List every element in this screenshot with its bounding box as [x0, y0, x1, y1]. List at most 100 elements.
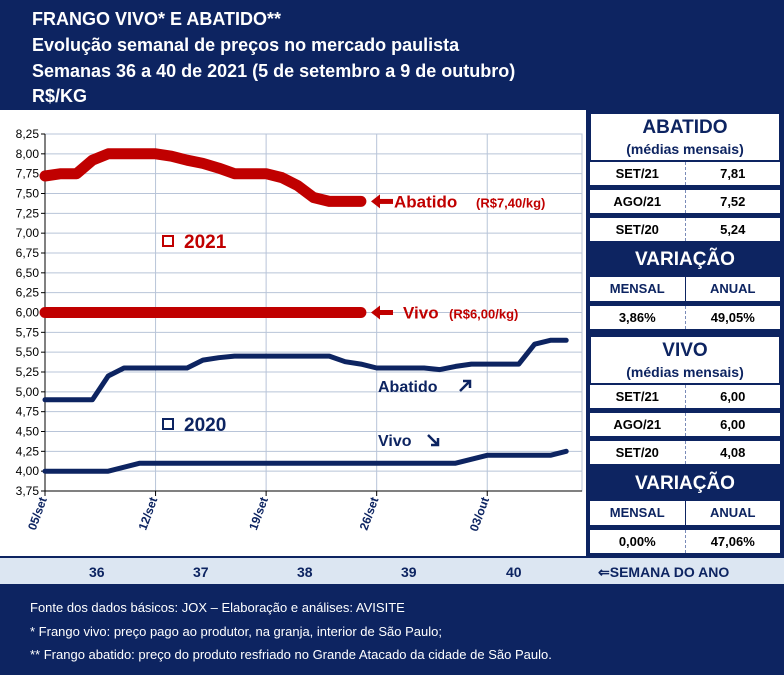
label-year-2021: 2021	[184, 232, 227, 253]
row-value: 6,00	[720, 389, 746, 404]
label-year-2020: 2020	[184, 415, 226, 436]
y-tick-label: 5,75	[16, 325, 40, 339]
y-tick-label: 7,50	[16, 187, 40, 201]
footer: Fonte dos dados básicos: JOX – Elaboraçã…	[0, 586, 784, 675]
vivo-row-set21: SET/21 6,00	[590, 384, 780, 408]
y-tick-label: 4,75	[16, 405, 40, 419]
source-note: Fonte dos dados básicos: JOX – Elaboraçã…	[30, 600, 405, 615]
label-abatido-2020: Abatido	[378, 379, 438, 396]
week-38: 38	[297, 564, 313, 580]
series-line-abatido-2021	[39, 148, 367, 207]
y-tick-label: 5,00	[16, 385, 40, 399]
vivo-block-header: VIVO (médias mensais)	[590, 336, 780, 384]
arrow-down-icon	[427, 434, 440, 447]
week-caption: ⇐SEMANA DO ANO	[598, 564, 730, 580]
period: Semanas 36 a 40 de 2021 (5 de setembro a…	[32, 61, 516, 81]
y-tick-label: 4,50	[16, 425, 40, 439]
vivo-title: VIVO	[662, 340, 708, 361]
x-tick-label: 26/set	[357, 495, 382, 532]
price-chart: 8,25 8,00 7,75 7,50 7,25 7,00 6,75 6,50 6,25 6,00…	[16, 127, 583, 533]
y-tick-label: 6,75	[16, 246, 40, 260]
abatido-row-ago21: AGO/21 7,52	[590, 189, 780, 213]
variation-mensal: 0,00%	[590, 530, 686, 553]
vivo-variation-cols: MENSAL ANUAL	[590, 501, 780, 525]
label-vivo-2021: Vivo	[403, 304, 439, 323]
arrow-abatido-2021-shaft	[379, 198, 393, 204]
abatido-title: ABATIDO	[642, 117, 728, 138]
y-tick-label: 4,00	[16, 464, 40, 478]
label-abatido-2021: Abatido	[394, 192, 457, 211]
arrow-up-icon	[459, 379, 472, 392]
row-label: AGO/21	[590, 190, 686, 213]
vivo-row-set20: SET/20 4,08	[590, 440, 780, 464]
variation-anual: 47,06%	[710, 534, 755, 549]
y-tick-label: 3,75	[16, 484, 40, 498]
subtitle: Evolução semanal de preços no mercado pa…	[32, 35, 460, 55]
y-tick-label: 7,75	[16, 167, 40, 181]
abatido-variation-title: VARIAÇÃO	[635, 249, 735, 270]
marker-2021	[162, 235, 174, 247]
abatido-row-set20: SET/20 5,24	[590, 217, 780, 241]
vivo-variation-title: VARIAÇÃO	[635, 473, 735, 494]
side-panel: ABATIDO (médias mensais) SET/21 7,81 AGO/…	[586, 110, 784, 556]
week-36: 36	[89, 564, 105, 580]
week-37: 37	[193, 564, 209, 580]
vivo-variation-values: 0,00% 47,06%	[590, 529, 780, 553]
y-tick-label: 6,00	[16, 306, 40, 320]
abatido-subtitle: (médias mensais)	[626, 141, 744, 157]
y-tick-label: 7,25	[16, 206, 40, 220]
arrow-abatido-2021-head	[371, 194, 380, 209]
week-39: 39	[401, 564, 417, 580]
x-tick-label: 03/out	[467, 495, 492, 533]
row-label: SET/20	[590, 218, 686, 241]
chart-area: 8,25 8,00 7,75 7,50 7,25 7,00 6,75 6,50 6,25 6,00…	[0, 110, 586, 556]
y-tick-label: 7,00	[16, 226, 40, 240]
y-tick-label: 5,50	[16, 345, 40, 359]
y-tick-label: 6,25	[16, 286, 40, 300]
abatido-row-set21: SET/21 7,81	[590, 161, 780, 185]
unit: R$/KG	[32, 86, 88, 106]
vivo-subtitle: (médias mensais)	[626, 364, 744, 380]
title: FRANGO VIVO* E ABATIDO**	[32, 9, 282, 29]
col-mensal: MENSAL	[590, 501, 686, 525]
x-tick-label: 05/set	[25, 495, 50, 532]
marker-2020	[162, 418, 174, 430]
col-anual: ANUAL	[710, 505, 756, 520]
row-label: SET/21	[590, 385, 686, 408]
week-40: 40	[506, 564, 522, 580]
y-tick-label: 8,00	[16, 147, 40, 161]
row-value: 5,24	[720, 222, 746, 237]
y-tick-label: 4,25	[16, 444, 40, 458]
row-value: 7,81	[720, 166, 746, 181]
row-value: 7,52	[720, 194, 746, 209]
value-abatido-2021: (R$7,40/kg)	[476, 195, 545, 210]
footnote-abatido: ** Frango abatido: preço do produto resf…	[30, 647, 552, 662]
row-label: SET/21	[590, 162, 686, 185]
y-tick-label: 5,25	[16, 365, 40, 379]
series-line-vivo-2020	[42, 448, 569, 474]
abatido-block-header: ABATIDO (médias mensais)	[590, 113, 780, 161]
variation-anual: 49,05%	[710, 310, 755, 325]
row-value: 4,08	[720, 445, 746, 460]
series-line-abatido-2020	[42, 337, 569, 403]
y-tick-label: 8,25	[16, 127, 40, 141]
row-value: 6,00	[720, 417, 746, 432]
label-vivo-2020: Vivo	[378, 433, 412, 450]
abatido-variation-values: 3,86% 49,05%	[590, 305, 780, 329]
vivo-row-ago21: AGO/21 6,00	[590, 412, 780, 436]
col-anual: ANUAL	[710, 281, 756, 296]
row-label: AGO/21	[590, 413, 686, 436]
x-tick-label: 19/set	[246, 495, 271, 532]
y-tick-label: 6,50	[16, 266, 40, 280]
row-label: SET/20	[590, 441, 686, 464]
value-vivo-2021: (R$6,00/kg)	[449, 307, 518, 322]
abatido-variation-cols: MENSAL ANUAL	[590, 277, 780, 301]
footnote-vivo: * Frango vivo: preço pago ao produtor, n…	[30, 624, 442, 639]
week-bar: 36 37 38 39 40 ⇐SEMANA DO ANO	[0, 556, 784, 586]
arrow-vivo-2021-head	[371, 305, 380, 320]
x-tick-label: 12/set	[136, 495, 161, 532]
header: FRANGO VIVO* E ABATIDO** Evolução semana…	[0, 0, 784, 110]
col-mensal: MENSAL	[590, 277, 686, 301]
variation-mensal: 3,86%	[590, 306, 686, 329]
arrow-vivo-2021-shaft	[379, 310, 393, 315]
